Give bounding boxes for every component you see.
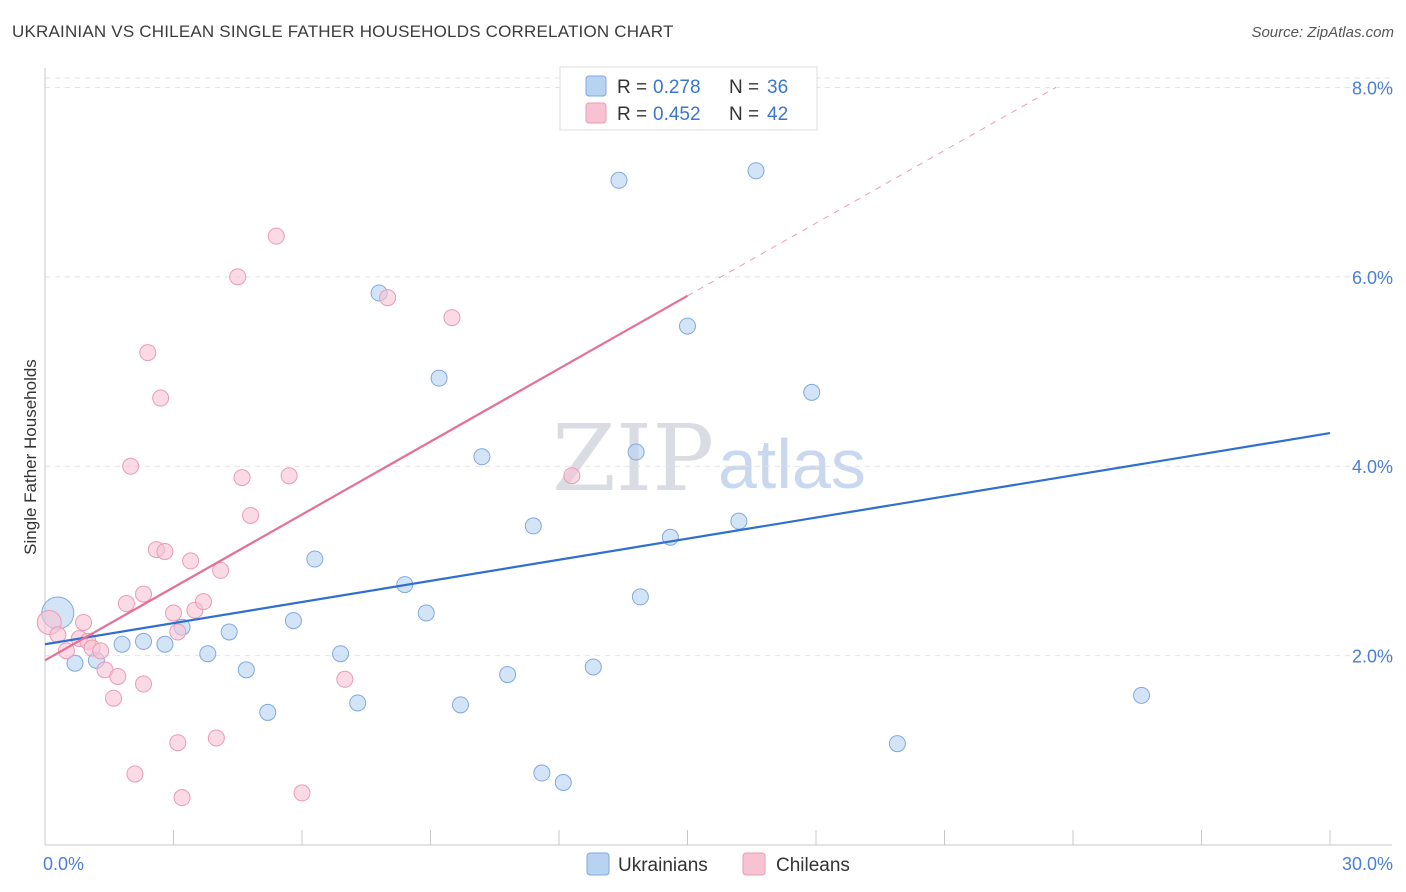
- chileans-point-27: [207, 729, 225, 747]
- chileans-point-4: [75, 613, 93, 631]
- chileans-point-16: [139, 344, 157, 362]
- bottom-legend: Ukrainians Chileans: [586, 852, 850, 876]
- chileans-point-35: [336, 670, 354, 688]
- ukrainians-point-24: [554, 774, 572, 792]
- chileans-point-31: [242, 506, 260, 524]
- ukrainians-point-21: [499, 666, 517, 684]
- chileans-point-10: [109, 667, 127, 685]
- chileans-point-7: [92, 642, 110, 660]
- chileans-point-38: [563, 467, 581, 485]
- chileans-point-21: [169, 623, 187, 641]
- ukrainians-point-20: [473, 448, 491, 466]
- ukrainians-point-35: [1133, 686, 1151, 704]
- ukrainians-point-1: [66, 654, 84, 672]
- ukrainians-point-33: [803, 383, 821, 401]
- ukrainians-point-22: [524, 517, 542, 535]
- ukrainians-point-30: [679, 317, 696, 335]
- ukrainians-point-19: [451, 696, 469, 714]
- chileans-point-15: [135, 585, 153, 603]
- ukrainians-point-13: [332, 645, 350, 663]
- chileans-point-20: [165, 604, 182, 622]
- chileans-point-28: [212, 561, 230, 579]
- bottom-legend-swatch-chileans: [742, 852, 766, 876]
- y-tick-label-0: 2.0%: [1352, 647, 1393, 667]
- ukrainians-point-7: [199, 645, 217, 663]
- chart-title: UKRAINIAN VS CHILEAN SINGLE FATHER HOUSE…: [12, 22, 674, 41]
- x-ticks: [173, 830, 1331, 845]
- trend-lines: [44, 87, 1331, 662]
- bottom-legend-swatch-ukrainians: [586, 852, 610, 876]
- x-tick-label-min: 0.0%: [43, 854, 84, 874]
- bottom-legend-chileans: Chileans: [776, 855, 850, 876]
- chileans-point-37: [443, 309, 461, 327]
- legend-ukr-r-label: R =: [617, 77, 647, 98]
- ukrainians-point-3: [113, 635, 131, 653]
- legend-ukr-n-value: 36: [767, 77, 788, 98]
- ukrainians-point-23: [533, 764, 551, 782]
- legend-ukr-r-value: 0.278: [653, 77, 701, 98]
- source-label: Source: ZipAtlas.com: [1251, 24, 1394, 41]
- chileans-point-24: [182, 552, 200, 570]
- watermark: ZIP atlas: [552, 405, 866, 512]
- legend: R = 0.278 N = 36 R = 0.452 N = 42: [559, 66, 818, 131]
- chileans-point-19: [156, 542, 174, 560]
- ukrainians-point-17: [417, 604, 435, 622]
- chileans-point-33: [280, 467, 298, 485]
- legend-chi-n-label: N =: [729, 104, 759, 125]
- ukrainians-point-5: [156, 635, 174, 653]
- chileans-point-36: [379, 289, 397, 307]
- legend-chi-r-label: R =: [617, 104, 647, 125]
- y-axis-title: Single Father Households: [21, 359, 40, 555]
- chileans-point-26: [194, 593, 212, 611]
- ukrainians-point-11: [284, 612, 302, 630]
- ukrainians-point-31: [730, 512, 748, 530]
- ukrainians-point-27: [631, 588, 649, 606]
- ukrainians-point-18: [430, 369, 448, 387]
- chileans-point-11: [117, 595, 135, 613]
- chileans-point-14: [135, 675, 153, 693]
- ukrainians-point-28: [627, 443, 645, 461]
- ukrainians-point-10: [259, 703, 277, 721]
- chileans-point-9: [105, 689, 123, 707]
- legend-chi-r-value: 0.452: [653, 104, 701, 125]
- y-tick-label-2: 6.0%: [1352, 268, 1393, 288]
- ukrainians-point-12: [306, 550, 324, 568]
- ukrainians-point-25: [584, 658, 602, 676]
- ukrainians-point-34: [888, 735, 906, 753]
- x-tick-label-max: 30.0%: [1342, 854, 1393, 874]
- watermark-atlas: atlas: [718, 425, 866, 503]
- chileans-point-23: [173, 789, 191, 807]
- chileans-point-18: [152, 389, 170, 407]
- chileans-point-34: [293, 784, 311, 802]
- ukrainians-trend-line: [44, 432, 1331, 646]
- ukrainians-point-4: [135, 632, 153, 650]
- legend-swatch-chileans: [585, 102, 607, 124]
- chileans-trend-line: [44, 294, 689, 662]
- chileans-point-29: [229, 268, 247, 286]
- chileans-trend-extension: [687, 87, 1057, 297]
- grid: [45, 77, 1392, 657]
- y-tick-label-1: 4.0%: [1352, 457, 1393, 477]
- y-tick-labels: 2.0% 4.0% 6.0% 8.0%: [1352, 78, 1393, 666]
- ukrainians-point-26: [610, 171, 628, 189]
- y-tick-label-3: 8.0%: [1352, 78, 1393, 98]
- series-chileans-points: [36, 227, 581, 807]
- chileans-point-30: [233, 469, 251, 487]
- chileans-point-13: [126, 765, 144, 783]
- bottom-legend-ukrainians: Ukrainians: [618, 855, 708, 876]
- axes: [44, 68, 1392, 846]
- chileans-point-12: [122, 457, 140, 475]
- ukrainians-point-9: [237, 661, 255, 679]
- legend-ukr-n-label: N =: [729, 77, 759, 98]
- legend-chi-n-value: 42: [767, 104, 788, 125]
- chileans-point-32: [267, 227, 285, 245]
- ukrainians-point-14: [349, 694, 367, 712]
- legend-swatch-ukrainians: [585, 75, 607, 97]
- ukrainians-point-32: [747, 162, 765, 180]
- chileans-point-22: [169, 734, 187, 752]
- ukrainians-point-8: [220, 623, 238, 641]
